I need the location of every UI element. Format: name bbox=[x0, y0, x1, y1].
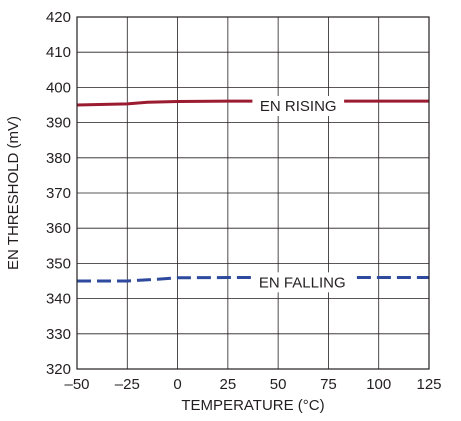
x-tick-labels: –50 –25 0 25 50 75 100 125 bbox=[64, 376, 441, 393]
annotation-background bbox=[251, 272, 353, 293]
x-tick-label: 0 bbox=[173, 376, 181, 393]
y-tick-label: 390 bbox=[46, 115, 71, 132]
annotation-background bbox=[252, 95, 345, 116]
y-tick-label: 410 bbox=[46, 44, 71, 61]
x-tick-label: 25 bbox=[220, 376, 237, 393]
y-tick-label: 360 bbox=[46, 220, 71, 237]
series-annotations: EN RISING EN FALLING bbox=[251, 95, 353, 293]
y-tick-label: 380 bbox=[46, 150, 71, 167]
y-tick-label: 320 bbox=[46, 361, 71, 378]
y-tick-labels: 320 330 340 350 360 370 380 390 400 410 420 bbox=[46, 9, 71, 378]
x-tick-label: –50 bbox=[64, 376, 89, 393]
x-tick-label: 50 bbox=[270, 376, 287, 393]
grid-lines bbox=[77, 17, 429, 369]
y-tick-label: 350 bbox=[46, 255, 71, 272]
plot-frame bbox=[76, 16, 430, 370]
x-axis-title: TEMPERATURE (°C) bbox=[181, 397, 324, 414]
y-tick-label: 330 bbox=[46, 326, 71, 343]
y-tick-label: 370 bbox=[46, 185, 71, 202]
series-line bbox=[77, 276, 429, 283]
x-tick-label: 100 bbox=[366, 376, 391, 393]
y-tick-label: 420 bbox=[46, 9, 71, 26]
series-annotation-label: EN FALLING bbox=[259, 274, 346, 291]
data-series bbox=[76, 99, 429, 283]
y-axis-title: EN THRESHOLD (mV) bbox=[5, 116, 22, 270]
series-line bbox=[76, 99, 429, 107]
y-tick-label: 400 bbox=[46, 79, 71, 96]
y-tick-label: 340 bbox=[46, 291, 71, 308]
series-annotation-label: EN RISING bbox=[260, 98, 337, 115]
x-tick-label: 75 bbox=[320, 376, 337, 393]
x-tick-label: –25 bbox=[115, 376, 140, 393]
x-tick-label: 125 bbox=[416, 376, 441, 393]
